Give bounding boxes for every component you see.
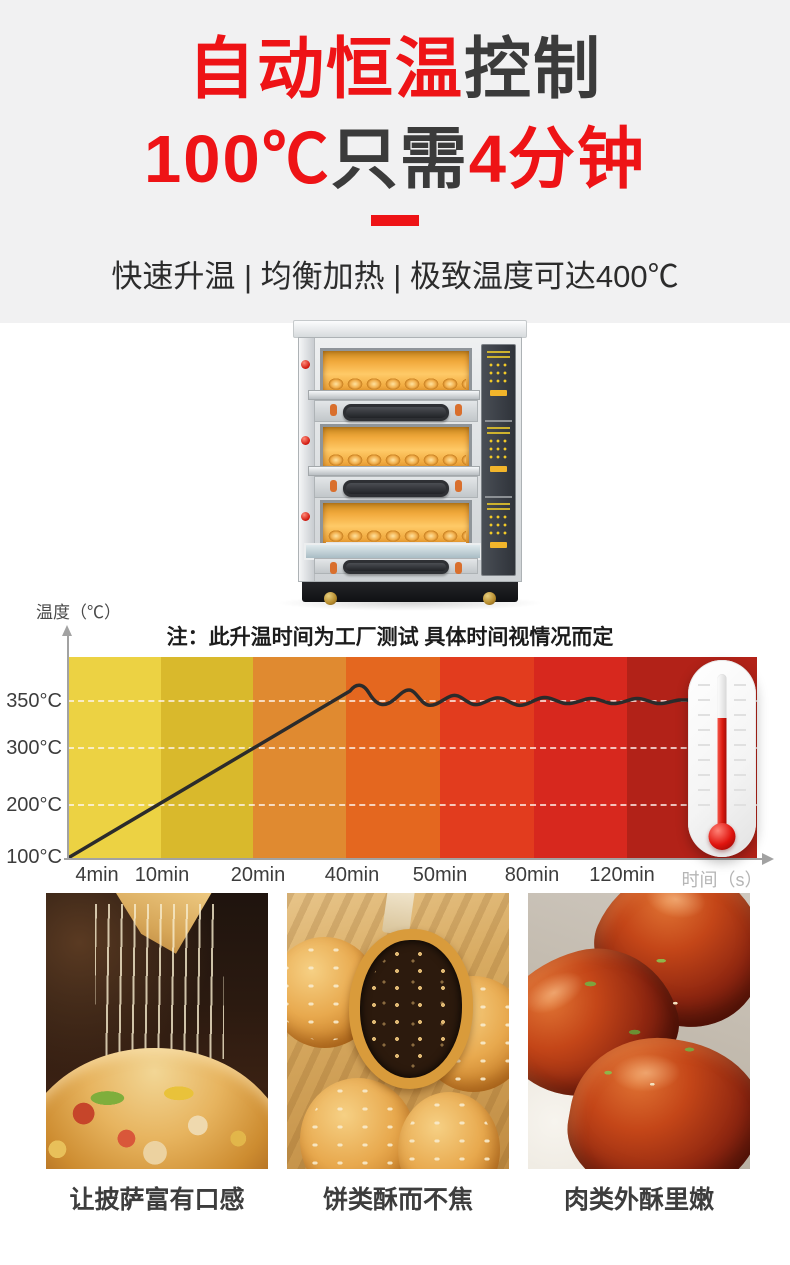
oven-deck-3 (301, 500, 482, 574)
oven-product-image (276, 320, 544, 611)
deck-window (320, 500, 472, 548)
panel-display (490, 390, 507, 396)
tray-ledge (308, 390, 480, 400)
red-divider (371, 215, 419, 226)
y-axis-arrow (62, 620, 72, 636)
heat-band (68, 657, 161, 858)
control-panel-section (485, 500, 512, 572)
x-tick-50min: 50min (412, 864, 468, 886)
subtitle: 快速升温 | 均衡加热 | 极致温度可达400℃ (111, 259, 679, 294)
gridline-200 (68, 804, 757, 806)
y-tick-300: 300°C (6, 737, 62, 759)
pizza-base (46, 1047, 268, 1169)
thermometer-tube-empty (717, 674, 727, 722)
x-tick-10min: 10min (134, 864, 190, 886)
x-tick-120min: 120min (589, 864, 655, 886)
indicator-light (301, 436, 310, 445)
caption-pizza: 让披萨富有口感 (69, 1186, 245, 1214)
gridline-300 (68, 747, 757, 749)
thermometer-ticks (698, 684, 710, 811)
gridline-350 (68, 700, 757, 702)
title-line1-red: 自动恒温 (188, 32, 464, 107)
x-tick-20min: 20min (230, 864, 286, 886)
x-axis-title: 时间（s） (681, 870, 763, 890)
deck-door (314, 476, 478, 498)
panel-display (490, 542, 507, 548)
title-line1: 自动恒温控制 (0, 36, 790, 103)
x-tick-4min: 4min (75, 864, 119, 886)
temperature-chart (68, 657, 757, 858)
photo-pizza-cheese-pull (46, 893, 268, 1169)
door-handle (342, 480, 450, 497)
title-line2: 100℃只需4分钟 (0, 126, 790, 193)
control-panel (481, 344, 516, 576)
deck-window (320, 348, 472, 396)
panel-stripes (487, 351, 510, 360)
indicator-light (301, 360, 310, 369)
x-axis-arrow (762, 853, 780, 865)
scallion-garnish (554, 926, 733, 1120)
deck-door (314, 400, 478, 422)
x-tick-40min: 40min (324, 864, 380, 886)
thermometer-bulb (708, 823, 736, 850)
panel-stripes (487, 427, 510, 436)
tray-ledge (308, 466, 480, 476)
heat-band (346, 657, 440, 858)
panel-buttons (489, 363, 508, 387)
temperature-curve (68, 683, 690, 858)
title-line2-dark: 只需 (330, 122, 469, 197)
heat-band (534, 657, 627, 858)
photo-baked-sesame-pastry (287, 893, 509, 1169)
photo-roasted-chicken-wings (528, 893, 750, 1169)
control-panel-section (485, 348, 512, 422)
y-tick-100: 100°C (6, 846, 62, 868)
control-panel-section (485, 424, 512, 498)
y-tick-200: 200°C (6, 794, 62, 816)
door-handle (342, 404, 450, 421)
panel-buttons (489, 515, 508, 539)
oven-deck-2 (301, 424, 480, 498)
title-line2-red1: 100℃ (143, 122, 331, 197)
x-tick-80min: 80min (504, 864, 560, 886)
caster-wheel (324, 592, 337, 605)
x-axis (64, 858, 764, 860)
panel-buttons (489, 439, 508, 463)
oven-top-cap (293, 320, 527, 338)
bread-tray (326, 376, 466, 391)
sesame-bun (398, 1091, 501, 1169)
title-line1-dark: 控制 (464, 32, 602, 107)
broken-pastry-filling (349, 928, 474, 1089)
sesame-bun (300, 1077, 416, 1169)
bread-tray (326, 528, 466, 543)
hero-section: 自动恒温控制 100℃只需4分钟 快速升温 | 均衡加热 | 极致温度可达400… (0, 0, 790, 323)
cheese-strings (94, 904, 224, 1059)
oven-deck-1 (301, 348, 480, 422)
deck-door (314, 558, 478, 574)
pizza-toppings (46, 1060, 268, 1169)
oven-base (302, 582, 518, 605)
door-handle (342, 560, 450, 574)
y-tick-350: 350°C (6, 690, 62, 712)
caster-wheel (483, 592, 496, 605)
title-line2-red2: 4分钟 (468, 122, 647, 197)
y-axis (67, 632, 69, 859)
temperature-curve-svg (68, 683, 690, 858)
heat-band (440, 657, 534, 858)
thermometer-icon (688, 660, 756, 857)
bread-tray (326, 452, 466, 467)
chart-note: 注：此升温时间为工厂测试 具体时间视情况而定 (166, 626, 614, 649)
y-axis-title: 温度（℃） (36, 603, 121, 622)
caption-wings: 肉类外酥里嫩 (563, 1186, 714, 1214)
indicator-light (301, 512, 310, 521)
caption-pastry: 饼类酥而不焦 (322, 1186, 473, 1214)
deck-window (320, 424, 472, 472)
thermometer-ticks (734, 684, 746, 811)
panel-stripes (487, 503, 510, 512)
panel-display (490, 466, 507, 472)
heat-band (253, 657, 346, 858)
thermometer-tube-red (717, 718, 727, 834)
